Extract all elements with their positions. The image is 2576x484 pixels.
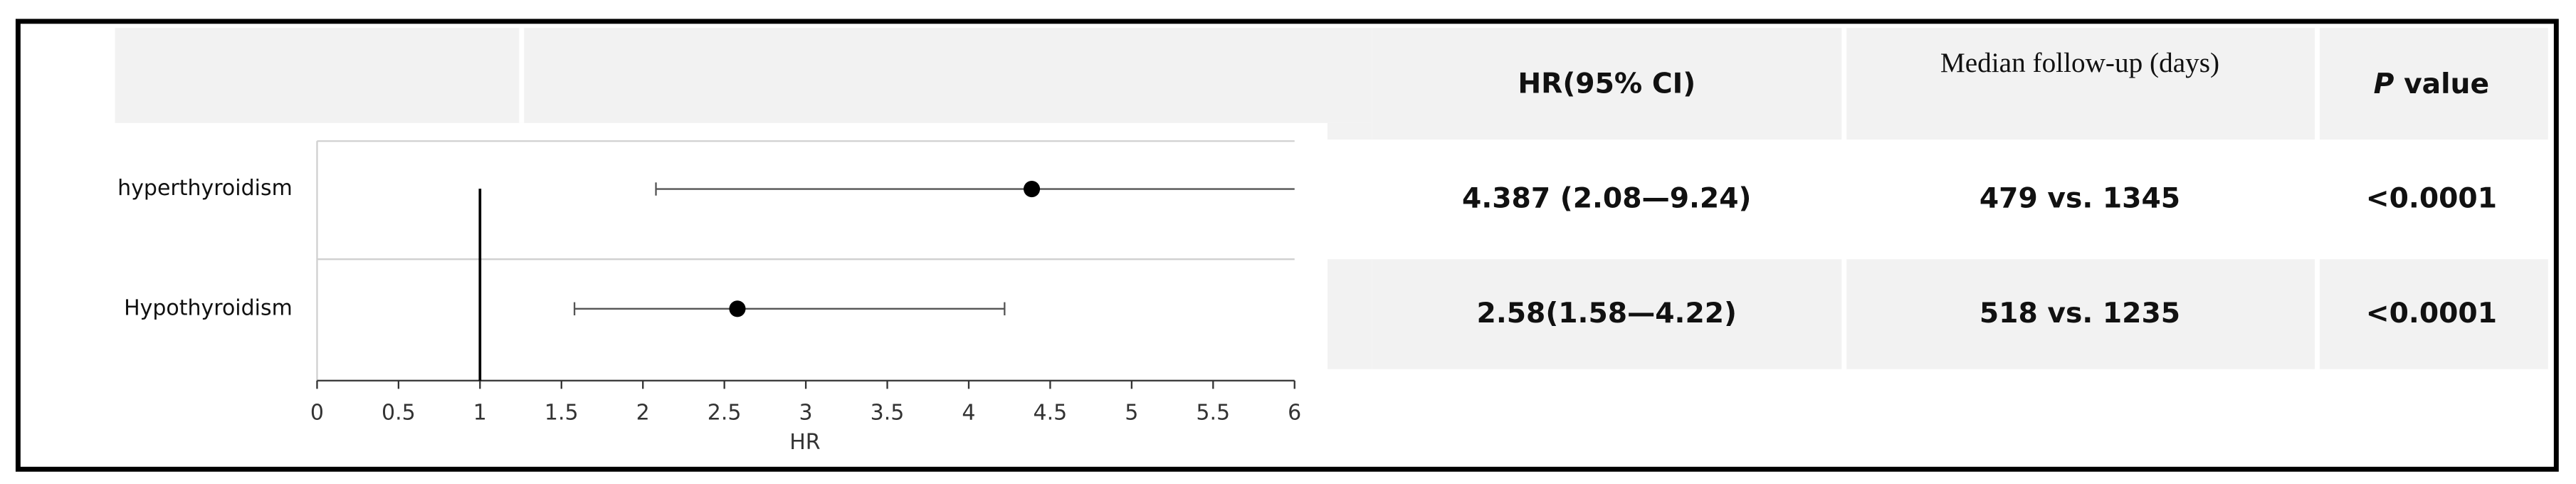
table-header: P value xyxy=(2374,68,2489,100)
plot-bg xyxy=(317,141,1328,381)
x-tick-label: 6 xyxy=(1288,400,1301,425)
row-band xyxy=(1327,259,1372,369)
x-tick-label: 4.5 xyxy=(1034,400,1068,425)
x-tick-label: 1.5 xyxy=(545,400,579,425)
table-header: HR(95% CI) xyxy=(1518,68,1696,100)
x-tick-label: 5 xyxy=(1125,400,1138,425)
x-tick-label: 3.5 xyxy=(871,400,905,425)
table-cell: <0.0001 xyxy=(2366,298,2497,330)
table-header: Median follow-up (days) xyxy=(1940,48,2219,78)
x-tick-label: 2 xyxy=(636,400,650,425)
x-tick-label: 4 xyxy=(962,400,975,425)
table-cell: 2.58(1.58—4.22) xyxy=(1477,298,1737,330)
x-tick-label: 1 xyxy=(473,400,487,425)
table-cell: <0.0001 xyxy=(2366,183,2497,215)
outer-border xyxy=(15,19,2559,472)
category-label: hyperthyroidism xyxy=(117,176,293,201)
x-tick-label: 2.5 xyxy=(708,400,742,425)
table-row-bg xyxy=(1372,259,2548,369)
x-tick-label: 0 xyxy=(310,400,324,425)
table-cell: 4.387 (2.08—9.24) xyxy=(1462,183,1751,215)
plot-marks xyxy=(573,181,1295,317)
point-estimate xyxy=(1024,181,1041,198)
table-cell: 518 vs. 1235 xyxy=(1980,298,2180,330)
header-band xyxy=(1327,122,1372,140)
x-tick-label: 0.5 xyxy=(382,400,416,425)
divider xyxy=(519,28,525,123)
x-axis-label: HR xyxy=(789,430,820,455)
header-band xyxy=(115,28,1372,123)
table-header-bg xyxy=(1372,28,2548,140)
x-tick-label: 3 xyxy=(799,400,813,425)
col-divider xyxy=(1841,28,1847,369)
category-label: Hypothyroidism xyxy=(124,295,293,320)
table-cell: 479 vs. 1345 xyxy=(1980,183,2180,215)
point-estimate xyxy=(729,300,746,317)
col-divider xyxy=(2315,28,2320,369)
x-tick-label: 5.5 xyxy=(1196,400,1230,425)
